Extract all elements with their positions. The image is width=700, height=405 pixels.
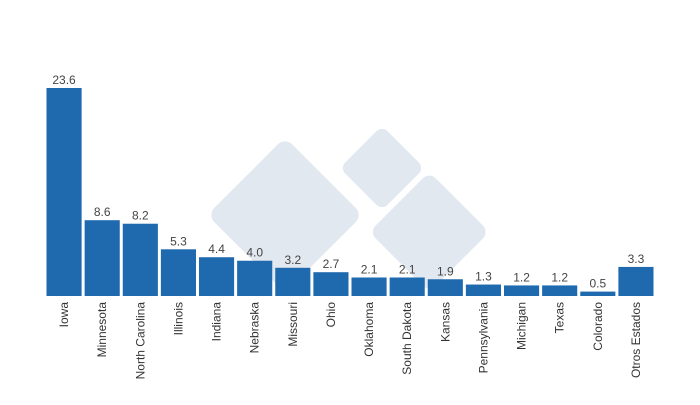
- data-label: 1.2: [513, 270, 530, 284]
- bar: [160, 249, 196, 296]
- watermark: [211, 128, 486, 289]
- bar: [199, 257, 235, 296]
- bar: [275, 267, 311, 296]
- data-label: 2.7: [323, 257, 340, 271]
- watermark-diamond: [372, 175, 486, 289]
- bar: [237, 260, 273, 296]
- bar: [618, 266, 654, 296]
- bar: [542, 285, 578, 296]
- x-tick-label: Oklahoma: [362, 302, 376, 357]
- x-tick-label: Missouri: [286, 302, 300, 347]
- x-tick-label: Iowa: [57, 302, 71, 328]
- bar: [122, 223, 158, 296]
- data-label: 8.2: [132, 209, 149, 223]
- x-tick-label: Kansas: [438, 302, 452, 342]
- data-label: 4.4: [208, 242, 225, 256]
- x-tick-label: Ohio: [324, 302, 338, 328]
- bar: [504, 285, 540, 296]
- x-tick-label: Otros Estados: [629, 302, 643, 378]
- data-label: 1.9: [437, 264, 454, 278]
- data-label: 1.2: [551, 270, 568, 284]
- data-label: 1.3: [475, 270, 492, 284]
- data-label: 3.2: [284, 253, 301, 267]
- x-tick-label: Illinois: [171, 302, 185, 335]
- bar: [351, 277, 387, 296]
- bar: [465, 284, 501, 296]
- x-tick-label: Pennsylvania: [476, 302, 490, 374]
- data-label: 2.1: [361, 262, 378, 276]
- x-tick-label: South Dakota: [400, 302, 414, 375]
- bar: [427, 279, 463, 296]
- bar: [580, 291, 616, 296]
- bar: [84, 220, 120, 296]
- x-tick-label: Indiana: [210, 302, 224, 342]
- watermark-diamond: [211, 141, 359, 289]
- x-tick-label: Texas: [553, 302, 567, 333]
- data-label: 0.5: [589, 277, 606, 291]
- x-tick-label: Colorado: [591, 302, 605, 351]
- x-tick-label: Michigan: [515, 302, 529, 350]
- x-tick-label: Minnesota: [95, 302, 109, 358]
- data-label: 23.6: [52, 73, 76, 87]
- data-label: 5.3: [170, 234, 187, 248]
- data-label: 4.0: [246, 246, 263, 260]
- bar: [313, 272, 349, 296]
- x-tick-label: North Carolina: [133, 302, 147, 380]
- data-label: 2.1: [399, 262, 416, 276]
- watermark-diamond: [342, 128, 422, 208]
- data-label: 3.3: [628, 252, 645, 266]
- bar: [46, 88, 82, 296]
- data-label: 8.6: [94, 205, 111, 219]
- x-tick-label: Nebraska: [248, 302, 262, 354]
- bar: [389, 277, 425, 296]
